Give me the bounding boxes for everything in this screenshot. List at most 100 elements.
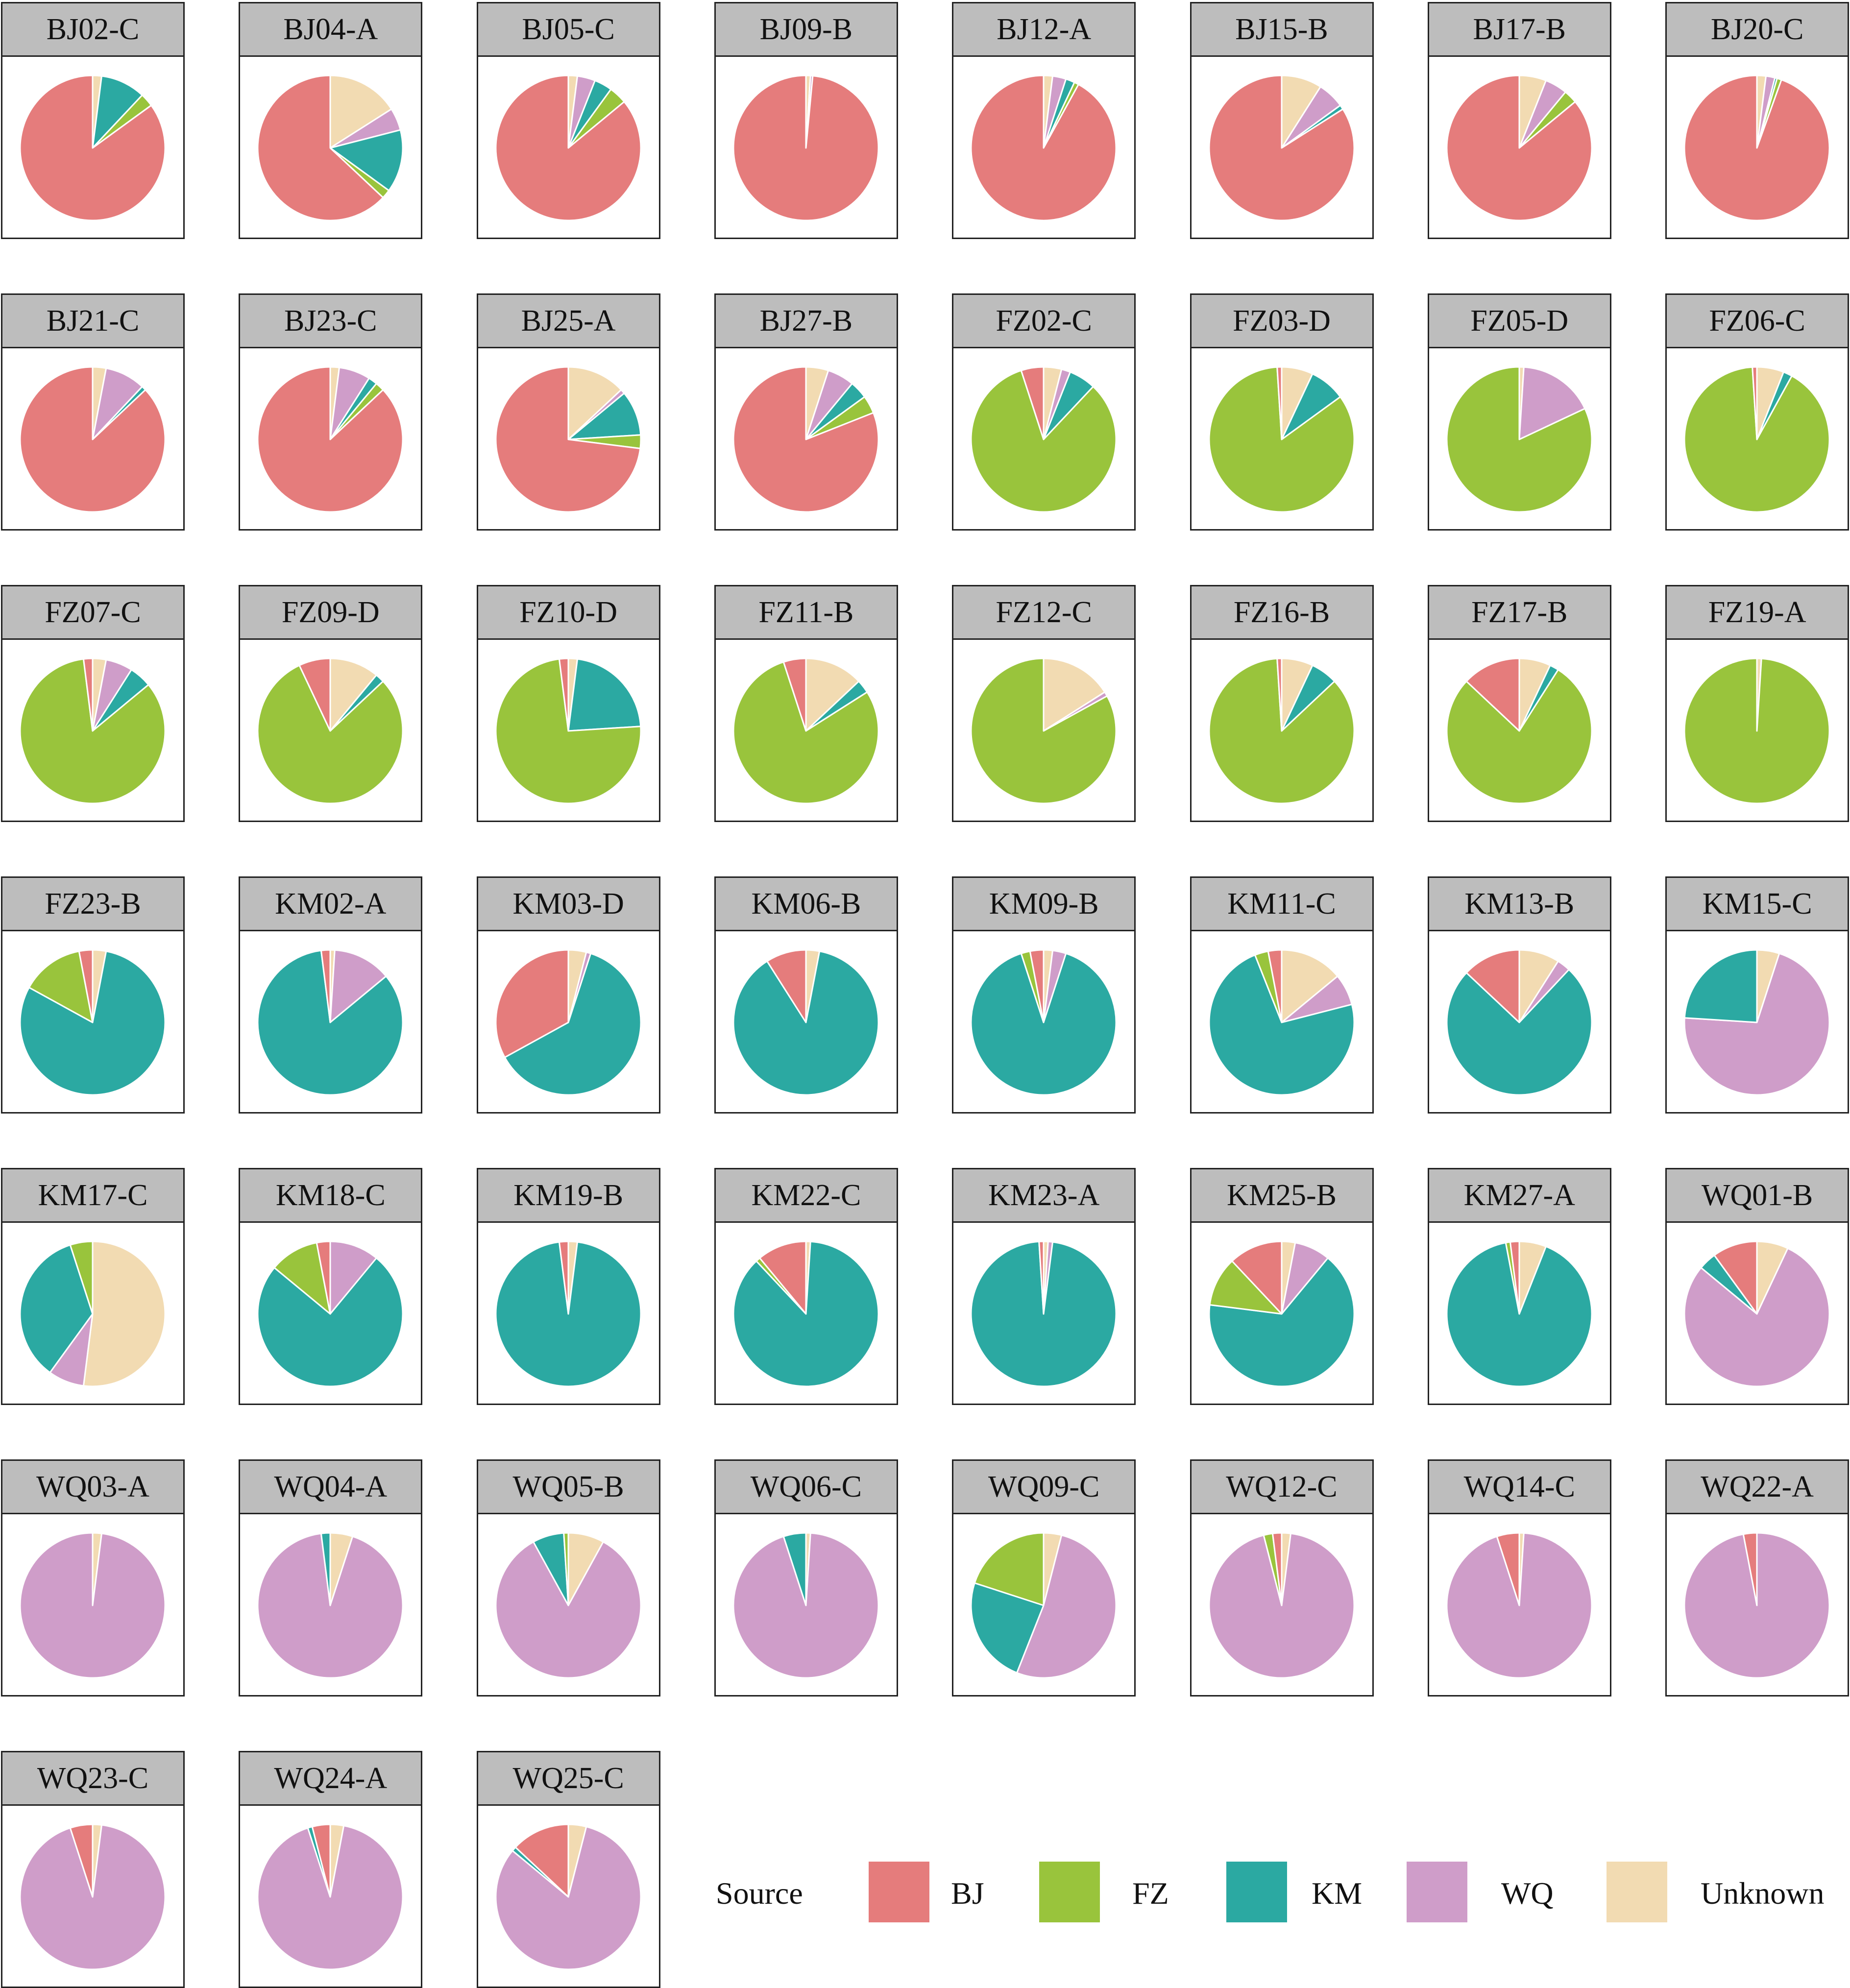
- pie-title: KM25-B: [1191, 1169, 1372, 1223]
- pie-slice-bj: [1465, 949, 1520, 1023]
- pie-panel: FZ19-A: [1665, 585, 1850, 822]
- pie-slice-fz: [970, 369, 1117, 513]
- pie-chart: [19, 1240, 166, 1387]
- pie-chart: [1446, 366, 1593, 513]
- pie-slice-bj: [1271, 1532, 1282, 1606]
- pie-slice-wq: [329, 949, 387, 1023]
- pie-slice-bj: [1208, 74, 1355, 221]
- pie-slice-fz: [1446, 669, 1593, 804]
- pie-chart: [257, 1240, 404, 1387]
- pie-title: KM19-B: [478, 1169, 659, 1223]
- legend: Source BJ FZ KM WQ Unknown: [716, 1862, 1843, 1923]
- pie-slice-km: [257, 1257, 404, 1387]
- pie-slice-bj: [1231, 1240, 1282, 1315]
- pie-slice-wq: [1683, 952, 1830, 1096]
- pie-chart: [495, 657, 642, 804]
- pie-slice-km: [19, 1244, 94, 1374]
- pie-slice-bj: [1029, 949, 1045, 1023]
- pie-slice-bj: [1446, 74, 1593, 221]
- pie-slice-km: [92, 75, 143, 149]
- pie-panel: KM09-B: [952, 876, 1136, 1114]
- pie-chart: [495, 1240, 642, 1387]
- pie-slice-bj: [1465, 657, 1520, 732]
- pie-title: KM15-C: [1667, 878, 1848, 931]
- pie-title: WQ06-C: [715, 1461, 897, 1514]
- pie-slice-wq: [1683, 1247, 1830, 1387]
- pie-slice-bj: [495, 74, 642, 221]
- pie-panel: FZ16-B: [1190, 585, 1374, 822]
- pie-panel: BJ21-C: [1, 293, 185, 531]
- pie-slice-unknown: [82, 1240, 166, 1387]
- pie-title: BJ25-A: [478, 295, 659, 348]
- pie-slice-bj: [1683, 74, 1830, 221]
- pie-panel: KM03-D: [476, 876, 660, 1114]
- pie-slice-km: [504, 952, 642, 1096]
- pie-panel: KM18-C: [239, 1168, 423, 1405]
- pie-chart: [19, 74, 166, 221]
- pie-chart: [1208, 657, 1355, 804]
- pie-chart: [970, 74, 1117, 221]
- pie-panel: FZ02-C: [952, 293, 1136, 531]
- pie-title: KM02-A: [240, 878, 421, 931]
- pie-title: BJ12-A: [953, 3, 1135, 57]
- pie-chart: [732, 657, 879, 804]
- pie-panel: FZ11-B: [714, 585, 898, 822]
- pie-chart: [970, 657, 1117, 804]
- pie-chart: [1208, 74, 1355, 221]
- pie-slice-bj: [1496, 1532, 1520, 1606]
- pie-chart: [495, 366, 642, 513]
- pie-chart: [19, 1532, 166, 1679]
- pie-panel: WQ14-C: [1427, 1459, 1611, 1697]
- pie-panel: FZ03-D: [1190, 293, 1374, 531]
- pie-title: FZ05-D: [1429, 295, 1610, 348]
- pie-slice-bj: [1276, 366, 1282, 440]
- pie-slice-bj: [782, 657, 807, 732]
- legend-swatch-bj: [869, 1862, 929, 1922]
- pie-chart: [732, 366, 879, 513]
- pie-chart: [257, 1823, 404, 1970]
- pie-chart: [1683, 74, 1830, 221]
- pie-chart: [970, 366, 1117, 513]
- pie-chart: [495, 74, 642, 221]
- pie-slice-bj: [558, 657, 569, 732]
- pie-chart: [1208, 1532, 1355, 1679]
- pie-panel: WQ22-A: [1665, 1459, 1850, 1697]
- pie-slice-bj: [970, 74, 1117, 221]
- pie-title: KM27-A: [1429, 1169, 1610, 1223]
- pie-chart: [732, 1240, 879, 1387]
- pie-title: FZ06-C: [1667, 295, 1848, 348]
- pie-slice-bj: [320, 949, 331, 1023]
- pie-slice-bj: [1509, 1240, 1520, 1315]
- pie-chart: [495, 1823, 642, 1970]
- legend-swatch-wq: [1407, 1862, 1467, 1922]
- pie-panel: FZ23-B: [1, 876, 185, 1114]
- pie-slice-bj: [495, 949, 569, 1058]
- pie-title: FZ23-B: [2, 878, 183, 931]
- pie-panel: WQ01-B: [1665, 1168, 1850, 1405]
- pie-slice-bj: [1276, 657, 1282, 732]
- pie-title: BJ21-C: [2, 295, 183, 348]
- pie-chart: [1683, 1240, 1830, 1387]
- pie-slice-unknown: [329, 657, 378, 732]
- pie-panel: KM11-C: [1190, 876, 1374, 1114]
- pie-slice-fz: [974, 1532, 1045, 1606]
- pie-slice-km: [1208, 1257, 1355, 1387]
- pie-title: WQ14-C: [1429, 1461, 1610, 1514]
- pie-panel: WQ06-C: [714, 1459, 898, 1697]
- pie-title: BJ02-C: [2, 3, 183, 57]
- legend-title: Source: [716, 1876, 803, 1911]
- pie-panel: FZ05-D: [1427, 293, 1611, 531]
- pie-panel: KM17-C: [1, 1168, 185, 1405]
- pie-panel: WQ23-C: [1, 1751, 185, 1988]
- pie-slice-fz: [970, 657, 1117, 804]
- pie-slice-bj: [78, 949, 94, 1023]
- pie-chart: [1208, 1240, 1355, 1387]
- pie-chart: [19, 949, 166, 1096]
- pie-chart: [19, 657, 166, 804]
- pie-slice-unknown: [805, 657, 860, 732]
- pie-slice-unknown: [567, 366, 622, 440]
- pie-slice-wq: [92, 367, 143, 440]
- pie-slice-wq: [329, 1240, 378, 1315]
- pie-slice-km: [567, 392, 641, 440]
- pie-chart: [257, 657, 404, 804]
